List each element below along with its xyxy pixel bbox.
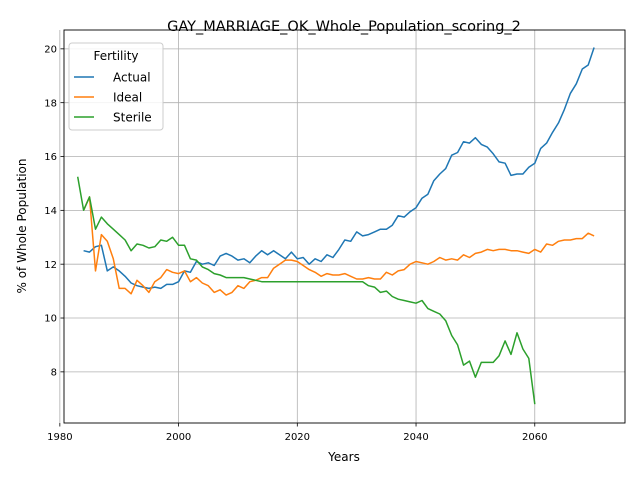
x-tick-label: 2020 [285, 432, 310, 443]
series-line-actual [83, 47, 595, 290]
x-axis-ticks: 1980 2000 2020 2040 2060 [47, 423, 547, 443]
y-tick-label: 10 [44, 314, 57, 325]
y-tick-label: 18 [44, 98, 57, 109]
x-tick-label: 2040 [403, 432, 428, 443]
x-tick-label: 2060 [522, 432, 547, 443]
legend-label-ideal: Ideal [113, 90, 142, 104]
legend-title: Fertility [93, 49, 138, 63]
legend-entries: Actual Ideal Sterile [74, 70, 152, 124]
y-tick-label: 8 [51, 367, 57, 378]
legend-label-sterile: Sterile [113, 110, 152, 124]
y-tick-label: 16 [44, 152, 57, 163]
grid [59, 30, 625, 423]
y-tick-label: 12 [44, 260, 57, 271]
series-lines [76, 47, 595, 405]
y-axis-label: % of Whole Population [15, 159, 29, 294]
y-tick-label: 20 [44, 44, 57, 55]
x-tick-label: 2000 [166, 432, 191, 443]
x-tick-label: 1980 [47, 432, 72, 443]
series-line-sterile [76, 176, 536, 405]
y-tick-label: 14 [44, 206, 57, 217]
legend: Fertility Actual Ideal Sterile [68, 42, 164, 131]
x-axis-label: Years [327, 450, 360, 464]
plot-frame [63, 29, 626, 424]
legend-box [68, 42, 164, 131]
chart-title: GAY_MARRIAGE_OK_Whole_Population_scoring… [167, 19, 521, 35]
y-axis-ticks: 8 10 12 14 16 18 20 [44, 44, 64, 378]
legend-label-actual: Actual [113, 70, 151, 84]
series-line-ideal [82, 196, 595, 296]
